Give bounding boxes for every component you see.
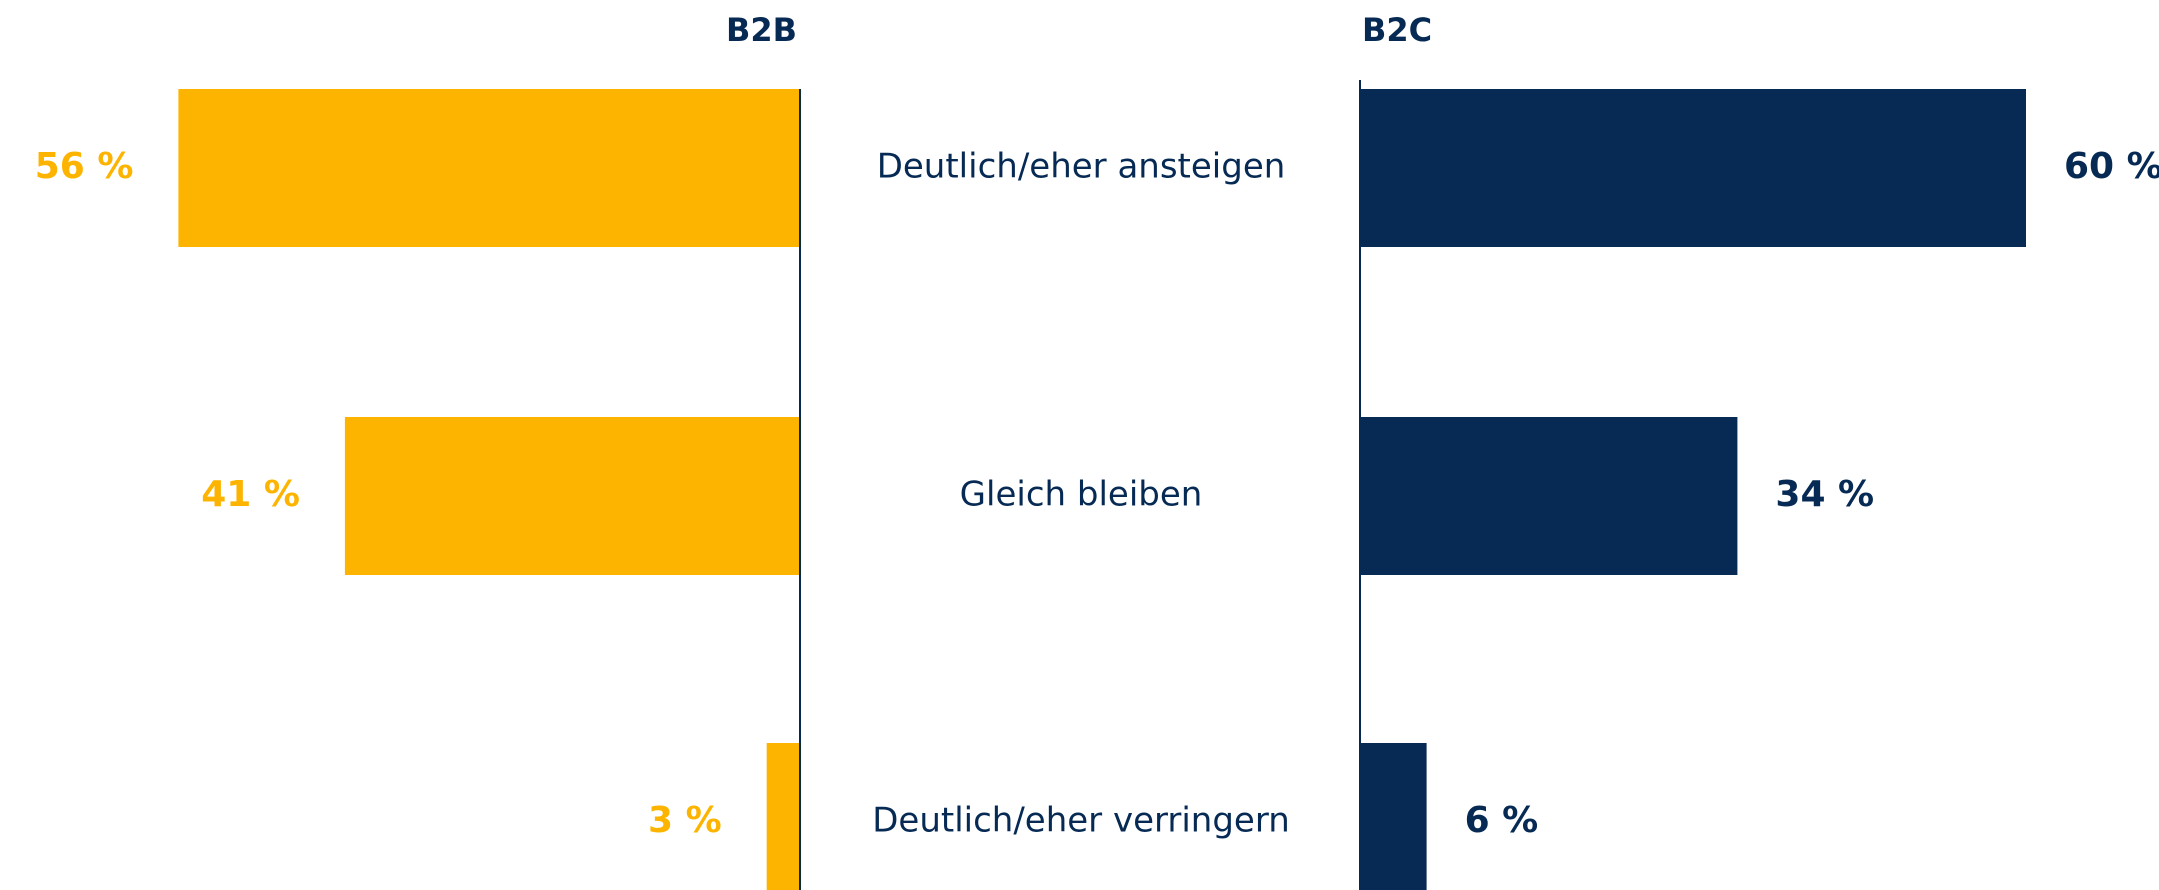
value-label: 41 % [201, 474, 300, 515]
value-label: 6 % [1465, 800, 1539, 841]
category-label: Deutlich/eher ansteigen [877, 147, 1286, 187]
series-title: B2B [726, 11, 797, 49]
category-label: Deutlich/eher verringern [872, 801, 1290, 841]
bar [767, 743, 800, 890]
bar [1360, 417, 1737, 575]
value-label: 56 % [35, 146, 134, 187]
category-label: Gleich bleiben [960, 475, 1203, 515]
value-label: 34 % [1775, 474, 1874, 515]
value-label: 3 % [648, 800, 722, 841]
bar [178, 89, 800, 247]
bar [345, 417, 800, 575]
bar [1360, 89, 2026, 247]
page: B2B B2C Deutlich/eher ansteigen Gleich bl… [0, 0, 2159, 890]
chart: B2B B2C Deutlich/eher ansteigen Gleich bl… [0, 0, 2159, 890]
value-label: 60 % [2064, 146, 2159, 187]
bar [1360, 743, 1427, 890]
series-title: B2C [1362, 11, 1432, 49]
